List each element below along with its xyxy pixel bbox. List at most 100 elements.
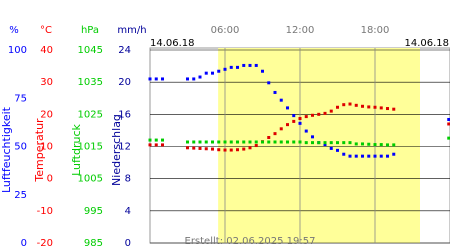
data-point [286,106,289,110]
data-point [298,121,302,125]
y-tick-label: 50 [14,142,27,153]
data-point [223,67,227,71]
data-point [148,138,152,142]
y-tick-label: 100 [8,45,27,56]
data-point [367,105,371,109]
data-point [354,154,358,158]
data-point [204,140,208,144]
data-point [161,143,164,147]
data-point [279,98,283,102]
data-point [348,141,352,145]
data-point [379,106,383,110]
data-point [248,146,252,150]
data-point [304,129,308,133]
data-point [211,140,214,144]
y-tick-label: 985 [84,238,103,249]
data-point [154,138,158,142]
data-point [329,109,333,113]
y-tick-label: 30 [40,77,53,88]
data-point [286,123,289,127]
data-point [392,152,396,156]
data-point [279,127,283,131]
y-tick-label: -10 [37,206,53,217]
data-point [323,111,327,115]
footer: Erstellt: 02.06.2025 19:57 [185,236,316,247]
axis-unit: % [9,25,19,36]
data-point [192,140,196,144]
y-tick-label: 10 [40,142,53,153]
y-tick-label: 8 [125,174,131,185]
data-point [217,69,221,73]
data-point [447,136,450,140]
data-point [223,148,227,152]
data-point [154,143,158,147]
data-point [379,154,383,158]
data-point [254,140,258,144]
data-point [192,146,196,150]
data-point [386,107,389,111]
data-point [186,140,189,144]
axis-title: Niederschlag [110,114,123,186]
y-tick-label: 0 [125,238,131,249]
data-point [204,147,208,151]
y-tick-label: 1045 [78,45,103,56]
data-point [217,148,221,152]
y-tick-label: 1025 [78,109,103,120]
y-tick-label: 1015 [78,142,103,153]
data-point [273,140,277,144]
data-point [311,141,314,145]
data-point [236,65,239,69]
data-point [323,143,327,147]
data-point [267,81,271,85]
data-point [336,148,339,152]
data-point [298,117,302,121]
data-point [392,143,396,147]
data-point [379,143,383,147]
data-point [348,102,352,106]
y-tick-label: 12 [118,142,131,153]
axis-title: Luftdruck [70,123,83,175]
y-tick-label: 4 [125,206,131,217]
x-tick-label: 12:00 [286,25,315,36]
data-point [204,71,208,75]
data-point [311,135,314,139]
y-tick-label: 1035 [78,77,103,88]
data-point [211,71,214,75]
data-point [161,77,164,81]
data-point [447,122,450,126]
data-point [348,154,352,158]
data-point [373,105,377,109]
data-point [229,65,233,69]
y-tick-label: 40 [40,45,53,56]
data-point [217,140,221,144]
y-tick-label: 75 [14,93,27,104]
data-point [367,142,371,146]
data-point [317,112,321,116]
data-point [236,140,239,144]
data-point [329,146,333,150]
data-point [447,117,450,121]
date-left: 14.06.18 [150,38,195,49]
data-point [242,63,246,67]
data-point [273,90,277,94]
data-point [148,143,152,147]
x-tick-label: 18:00 [361,25,390,36]
data-point [386,143,389,147]
data-point [148,77,152,81]
data-point [229,148,233,152]
y-tick-label: 24 [118,45,131,56]
data-point [286,140,289,144]
data-point [361,142,364,146]
y-tick-label: 16 [118,109,131,120]
data-point [323,141,327,145]
data-point [273,132,277,136]
data-point [367,154,371,158]
y-tick-label: 995 [84,206,103,217]
data-point [373,154,377,158]
data-point [292,119,296,123]
y-tick-label: 1005 [78,174,103,185]
x-tick-label: 06:00 [211,25,240,36]
data-point [154,77,158,81]
data-point [242,147,246,151]
data-point [386,154,389,158]
